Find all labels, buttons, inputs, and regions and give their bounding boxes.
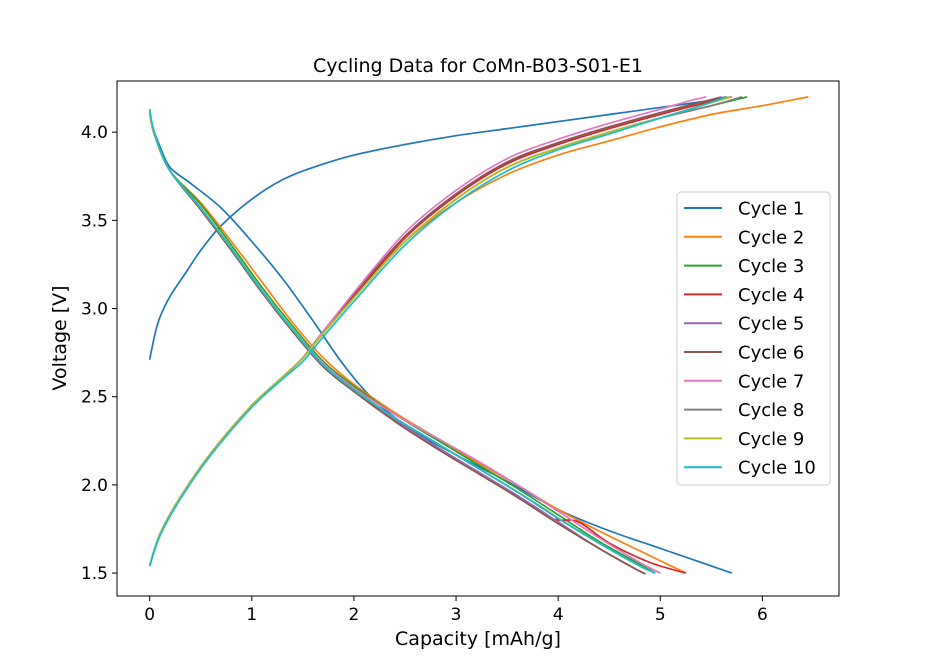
y-tick-label: 2.0 — [81, 476, 108, 496]
x-tick-label: 4 — [553, 605, 564, 625]
y-tick-label: 3.0 — [81, 300, 108, 320]
y-axis-label: Voltage [V] — [49, 285, 71, 390]
legend: Cycle 1 Cycle 2 Cycle 3 Cycle 4 Cycle 5 Cycle… — [676, 191, 831, 486]
legend-label-cycle-4: Cycle 4 — [738, 285, 804, 306]
ticks-layer: 0 1 2 3 4 5 6 1.5 2.0 2.5 3.0 3.5 4.0 — [81, 123, 768, 625]
chart-title: Cycling Data for CoMn-B03-S01-E1 — [313, 55, 643, 77]
plot-frame — [116, 80, 840, 597]
series-cycle-9-charge-line — [148, 96, 733, 567]
legend-label-cycle-8: Cycle 8 — [738, 400, 804, 421]
series-layer — [148, 96, 809, 575]
y-tick-label: 1.5 — [81, 564, 108, 584]
legend-label-cycle-5: Cycle 5 — [738, 314, 804, 335]
series-cycle-1-discharge-line — [148, 109, 733, 574]
legend-label-cycle-10: Cycle 10 — [738, 458, 816, 479]
legend-label-cycle-9: Cycle 9 — [738, 429, 804, 450]
y-tick-label: 4.0 — [81, 123, 108, 143]
series-cycle-3-discharge-line — [148, 112, 656, 574]
legend-label-cycle-2: Cycle 2 — [738, 227, 804, 248]
x-tick-label: 1 — [246, 605, 257, 625]
legend-label-cycle-1: Cycle 1 — [738, 199, 804, 220]
series-cycle-10-charge-line — [148, 96, 727, 567]
legend-label-cycle-3: Cycle 3 — [738, 256, 804, 277]
y-tick-label: 2.5 — [81, 388, 108, 408]
series-cycle-10-discharge-line — [148, 109, 656, 574]
series-cycle-1-charge-line — [148, 96, 732, 360]
x-tick-label: 2 — [349, 605, 360, 625]
x-tick-label: 0 — [144, 605, 155, 625]
x-tick-label: 6 — [757, 605, 768, 625]
legend-label-cycle-6: Cycle 6 — [738, 343, 804, 364]
x-tick-label: 3 — [451, 605, 462, 625]
x-axis-label: Capacity [mAh/g] — [395, 628, 561, 650]
y-tick-label: 3.5 — [81, 211, 108, 231]
legend-label-cycle-7: Cycle 7 — [738, 371, 804, 392]
x-tick-label: 5 — [655, 605, 666, 625]
